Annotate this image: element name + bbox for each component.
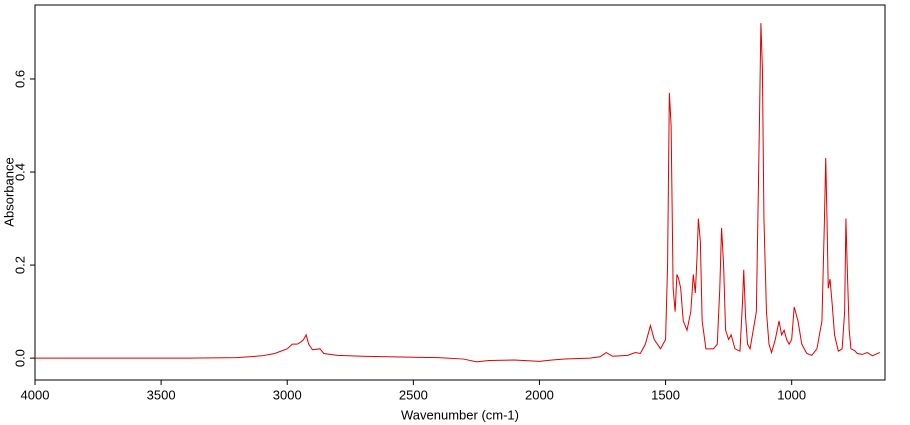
x-tick-label: 2000 [525,387,554,402]
y-tick-label: 0.6 [12,70,27,88]
x-axis-title: Wavenumber (cm-1) [401,407,519,422]
y-tick-label: 0.2 [12,256,27,274]
x-tick-label: 3000 [273,387,302,402]
y-tick-label: 0.4 [12,163,27,181]
x-tick-label: 1000 [777,387,806,402]
x-tick-label: 4000 [21,387,50,402]
y-axis-title: Absorbance [1,157,16,226]
x-tick-label: 2500 [399,387,428,402]
y-tick-label: 0.0 [12,349,27,367]
x-tick-label: 1500 [651,387,680,402]
plot-frame [34,4,886,381]
spectrum-line [35,23,881,363]
x-tick-label: 3500 [147,387,176,402]
